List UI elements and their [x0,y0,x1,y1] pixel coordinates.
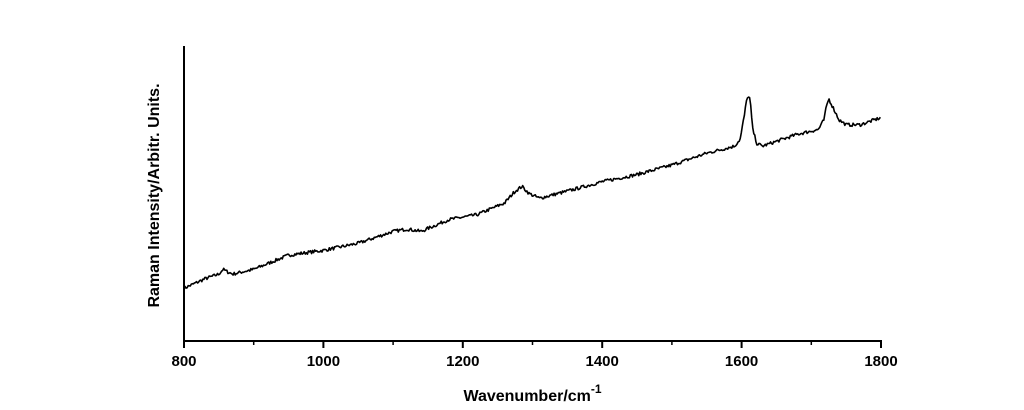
x-tick-label: 1800 [864,353,897,370]
spectrum-line [183,96,881,291]
x-axis-label-superscript: -1 [591,382,602,396]
x-tick-label: 1600 [725,353,758,370]
x-tick-label: 1200 [446,353,479,370]
x-axis-label: Wavenumber/cm-1 [463,382,601,405]
x-axis-label-text: Wavenumber/cm [463,388,590,405]
y-axis-label: Raman Intensity/Arbitr. Units. [146,83,163,307]
x-tick-label: 1400 [586,353,619,370]
x-axis-ticks: 800 1000 1200 1400 1600 1800 [171,341,898,370]
x-tick-label: 1000 [307,353,340,370]
axes [183,46,882,342]
x-tick-label: 800 [171,353,196,370]
